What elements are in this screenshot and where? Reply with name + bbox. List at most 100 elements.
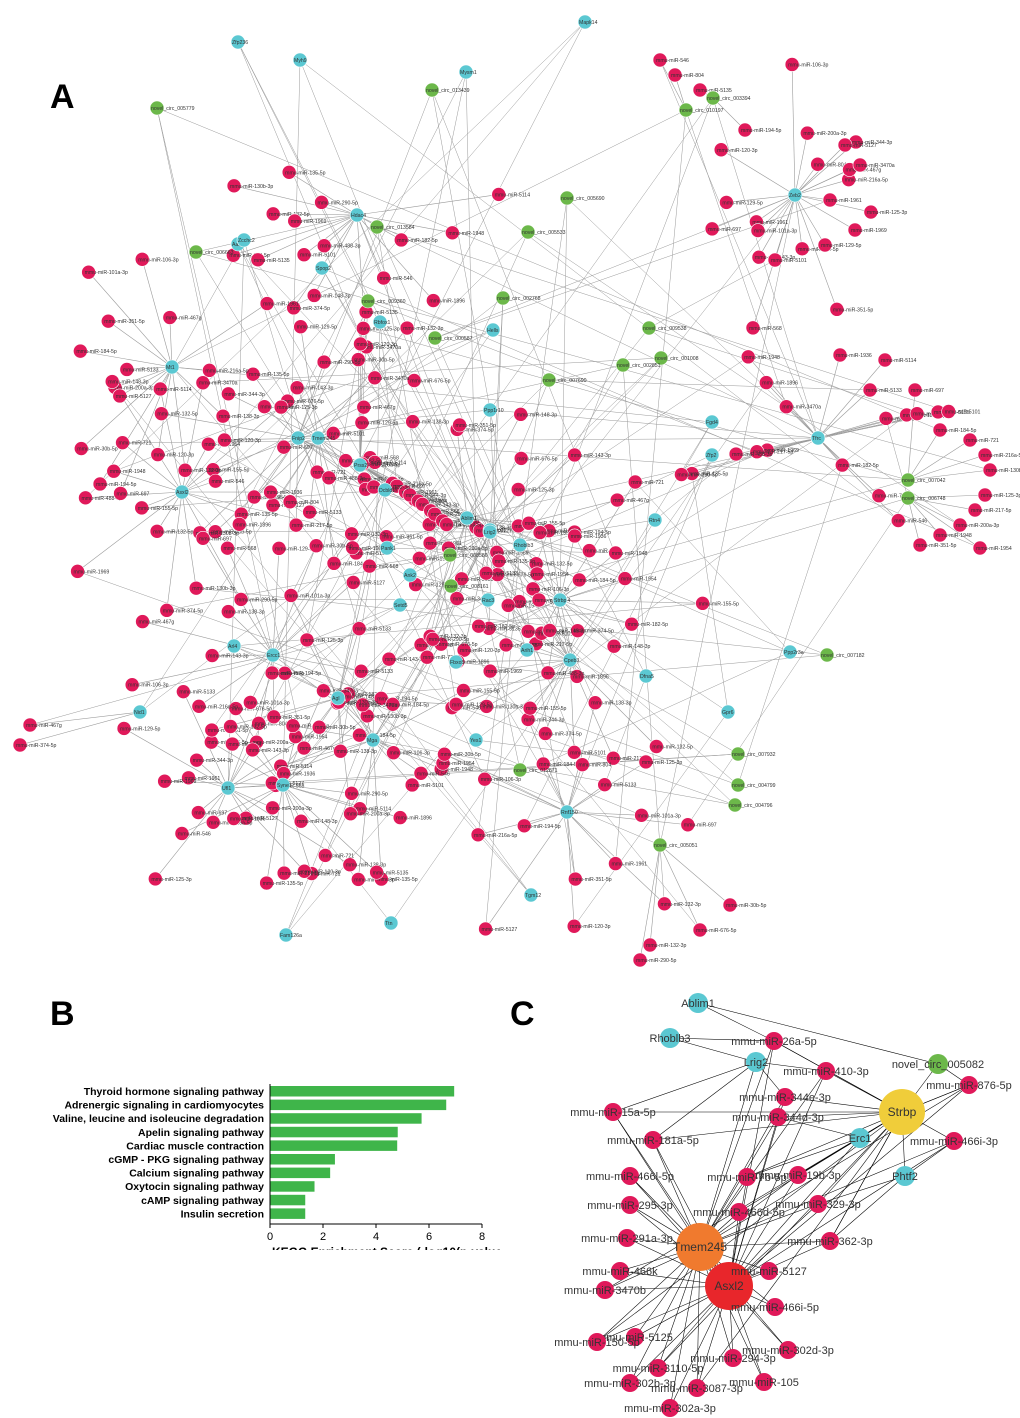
network-a-node-mmu-mir-130b-3p: mmu-miR-130b-3p [359, 708, 407, 724]
network-a-node-mmu-mir-721: mmu-miR-721 [115, 435, 151, 450]
svg-text:mmu-miR-184-5p: mmu-miR-184-5p [539, 762, 579, 768]
svg-text:novel_circ_005051: novel_circ_005051 [654, 843, 698, 849]
svg-text:mmu-miR-1969: mmu-miR-1969 [291, 219, 327, 225]
network-a-node-novel-circ-013584: novel_circ_013584 [369, 219, 415, 235]
network-a-node-mmu-mir-804: mmu-miR-804 [282, 494, 319, 510]
network-a-node-novel-circ-008586: novel_circ_008586 [442, 547, 488, 563]
svg-text:mmu-miR-676-5p: mmu-miR-676-5p [284, 399, 324, 405]
svg-text:Rhoblb3: Rhoblb3 [514, 543, 533, 549]
network-a-node-mmu-mir-697: mmu-miR-697 [704, 221, 741, 237]
svg-text:Setd5: Setd5 [394, 603, 408, 609]
svg-text:mmu-miR-697: mmu-miR-697 [117, 491, 150, 497]
svg-text:mmu-miR-5127: mmu-miR-5127 [841, 143, 877, 149]
network-a-node-mmu-mir-30b-5p: mmu-miR-30b-5p [350, 352, 395, 367]
network-a-node-dcbld1: Dcbld1 [377, 482, 395, 498]
network-a-node-mmu-mir-5101: mmu-miR-5101 [941, 404, 980, 419]
network-a-node-mmu-mir-135-5p: mmu-miR-135-5p [245, 366, 290, 382]
network-a-node-mmu-mir-3470a: mmu-miR-3470a [367, 370, 409, 386]
network-a-node-mmu-mir-5101: mmu-miR-5101 [767, 252, 807, 268]
network-a-node-mmu-mir-155-5p: mmu-miR-155-5p [456, 683, 500, 698]
network-a-node-tfrc: Tfrc [810, 430, 826, 446]
network-a-node-mmu-mir-290-5p: mmu-miR-290-5p [632, 952, 676, 968]
network-a-node-mmu-mir-1936: mmu-miR-1936 [878, 411, 918, 426]
network-a-node-mmu-mir-1961: mmu-miR-1961 [345, 540, 384, 556]
svg-text:mmu-miR-5135: mmu-miR-5135 [373, 870, 409, 876]
svg-text:mmu-miR-5133: mmu-miR-5133 [179, 690, 215, 696]
svg-text:mmu-miR-546: mmu-miR-546 [656, 58, 689, 64]
svg-text:mmu-miR-135-5p: mmu-miR-135-5p [263, 881, 303, 887]
svg-text:mmu-miR-1969: mmu-miR-1969 [851, 228, 887, 234]
svg-text:mmu-miR-19b-3p: mmu-miR-19b-3p [755, 1170, 841, 1182]
network-c-node-phtf2: Phtf2 [892, 1166, 918, 1186]
network-a-node-arih1: Arih1 [519, 642, 535, 658]
network-a-node-mmu-mir-676-5p: mmu-miR-676-5p [513, 451, 558, 466]
network-a-node-mmu-mir-217-5p: mmu-miR-217-5p [276, 865, 321, 881]
svg-text:mmu-miR-697: mmu-miR-697 [194, 811, 227, 817]
network-a-node-novel-circ-008161: novel_circ_008161 [443, 578, 489, 594]
svg-text:mmu-miR-148-3p: mmu-miR-148-3p [310, 293, 350, 299]
network-a-node-mmu-mir-1896: mmu-miR-1896 [392, 810, 432, 825]
network-a-node-mmu-mir-5114: mmu-miR-5114 [531, 592, 570, 608]
network-a-node-rbfox1: Rbfox1 [372, 314, 391, 330]
svg-text:mmu-miR-132-3p: mmu-miR-132-3p [403, 326, 443, 332]
x-axis-title: KEGG Enrichment Score (-log10(p-value)) [272, 1245, 500, 1250]
svg-text:mmu-miR-30b-5p: mmu-miR-30b-5p [440, 752, 480, 758]
svg-text:mmu-miR-302b-3p: mmu-miR-302b-3p [584, 1378, 676, 1390]
network-a-node-mmu-mir-216a-5p: mmu-miR-216a-5p [191, 699, 238, 714]
network-a-node-mmu-mir-125-3p: mmu-miR-125-3p [356, 321, 400, 336]
network-a-node-mmu-mir-101a-3p: mmu-miR-101a-3p [81, 264, 128, 280]
svg-text:mmu-miR-1896: mmu-miR-1896 [762, 381, 798, 387]
svg-text:mmu-miR-120-3p: mmu-miR-120-3p [717, 148, 757, 154]
network-a-node-mmu-mir-467g: mmu-miR-467g [356, 399, 396, 415]
svg-text:novel_circ_003394: novel_circ_003394 [707, 96, 751, 102]
svg-text:mmu-miR-466d-5p: mmu-miR-466d-5p [693, 1207, 785, 1219]
svg-text:mmu-miR-129-5p: mmu-miR-129-5p [722, 200, 762, 206]
network-a-node-mmu-mir-138-3p: mmu-miR-138-3p [405, 414, 449, 429]
x-tick-label-6: 6 [426, 1231, 432, 1243]
svg-text:Lrig2: Lrig2 [484, 530, 496, 536]
network-a-node-mmu-mir-120-3p: mmu-miR-120-3p [150, 447, 194, 462]
svg-text:mmu-miR-1954: mmu-miR-1954 [439, 761, 475, 767]
svg-text:mmu-miR-138-3p: mmu-miR-138-3p [219, 414, 259, 420]
bar-label-cardiac-muscle-contraction: Cardiac muscle contraction [126, 1140, 264, 1152]
svg-text:Zfp236: Zfp236 [232, 40, 248, 46]
network-a-node-mmu-mir-1954: mmu-miR-1954 [529, 566, 569, 582]
network-a-node-mmu-mir-194-5p: mmu-miR-194-5p [737, 122, 781, 138]
svg-text:mmu-miR-138-3p: mmu-miR-138-3p [409, 420, 449, 426]
svg-text:mmu-miR-5133: mmu-miR-5133 [866, 388, 902, 394]
svg-text:novel_circ_006663: novel_circ_006663 [190, 250, 234, 256]
svg-text:mmu-miR-132-5p: mmu-miR-132-5p [157, 412, 197, 418]
network-a-node-mmu-mir-344-3p: mmu-miR-344-3p [449, 591, 493, 606]
svg-text:mmu-miR-3470a: mmu-miR-3470a [359, 703, 398, 709]
network-a-node-ablim1: Ablim1 [459, 510, 477, 526]
network-a-node-mmu-mir-1948: mmu-miR-1948 [445, 225, 484, 241]
network-a-node-mmu-mir-5101: mmu-miR-5101 [566, 745, 606, 760]
network-a-node-mmu-mir-1969: mmu-miR-1969 [70, 564, 109, 579]
network-a-node-novel-circ-009538: novel_circ_009538 [641, 320, 687, 336]
svg-text:mmu-miR-546: mmu-miR-546 [178, 831, 211, 837]
svg-text:mmu-miR-467g: mmu-miR-467g [166, 316, 202, 322]
svg-text:mmu-miR-302d-3p: mmu-miR-302d-3p [742, 1345, 834, 1357]
svg-text:mmu-miR-1948: mmu-miR-1948 [448, 231, 484, 237]
network-a-node-mmu-mir-1936: mmu-miR-1936 [263, 484, 302, 500]
svg-text:mmu-miR-1969: mmu-miR-1969 [161, 779, 197, 785]
network-a-node-mmu-mir-351-5p: mmu-miR-351-5p [266, 709, 310, 725]
svg-text:mmu-miR-5114: mmu-miR-5114 [156, 387, 191, 393]
svg-text:mmu-miR-182-5p: mmu-miR-182-5p [628, 622, 668, 628]
network-a-node-mmu-mir-351-5p: mmu-miR-351-5p [100, 313, 145, 329]
network-a-node-novel-circ-006663: novel_circ_006663 [188, 244, 234, 260]
network-a-node-mmu-mir-1969: mmu-miR-1969 [157, 773, 197, 789]
svg-text:mmu-miR-125-3p: mmu-miR-125-3p [303, 638, 343, 644]
network-c-node-mmu-mir-105: mmu-miR-105 [729, 1373, 799, 1391]
svg-text:mmu-miR-217-5p: mmu-miR-217-5p [609, 756, 649, 762]
network-a-node-novel-circ-007182: novel_circ_007182 [819, 647, 865, 663]
network-a-node-arl4: Arl4 [226, 638, 242, 654]
network-a-node-mmu-mir-184-5p: mmu-miR-184-5p [535, 756, 580, 772]
svg-text:mmu-miR-1961: mmu-miR-1961 [611, 862, 647, 868]
network-a-node-mmu-mir-30b-5p: mmu-miR-30b-5p [437, 746, 481, 762]
svg-text:mmu-miR-132-3p: mmu-miR-132-3p [426, 634, 466, 640]
svg-text:mmu-miR-344-3p: mmu-miR-344-3p [852, 140, 892, 146]
svg-text:mmu-miR-125-3p: mmu-miR-125-3p [277, 405, 317, 411]
network-c: Ablim1 Rhoblb3 Lrig2 Erc1 Phtf2 novel_circ_00… [554, 993, 1012, 1417]
svg-text:mmu-miR-466l-5p: mmu-miR-466l-5p [586, 1171, 674, 1183]
